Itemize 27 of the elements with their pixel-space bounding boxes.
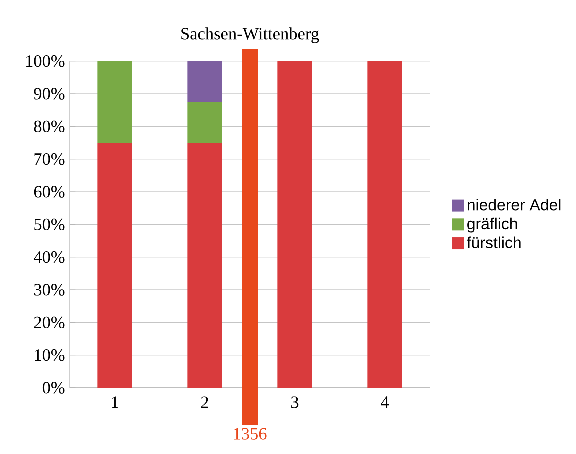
y-tick-label: 30%: [34, 284, 65, 296]
y-tick-label: 10%: [35, 349, 65, 362]
bar: [368, 61, 402, 388]
text: 1356: [234, 428, 267, 440]
y-tick-label: 90%: [34, 88, 65, 100]
y-tick-label: 70%: [34, 153, 65, 166]
y-tick-label: 50%: [34, 218, 65, 231]
y-tick-label: 100%: [26, 55, 65, 68]
legend-label: niederer Adel: [468, 199, 561, 211]
legend-label: fürstlich: [467, 236, 521, 248]
x-tick-label: 3: [292, 396, 299, 408]
bar: [278, 61, 312, 388]
bar: [98, 142, 132, 388]
x-tick-label: 2: [201, 396, 208, 408]
y-tick-label: 80%: [34, 120, 65, 133]
bar: [188, 102, 222, 143]
bar: [98, 61, 132, 143]
y-tick-label: 0%: [42, 382, 65, 394]
chart-title: Sachsen-Wittenberg: [182, 28, 320, 44]
legend-label: gräflich: [468, 218, 518, 233]
bar: [188, 142, 222, 388]
x-tick-label: 4: [381, 396, 390, 408]
y-tick-label: 20%: [34, 316, 65, 329]
bar: [188, 61, 222, 102]
y-tick-label: 60%: [34, 186, 65, 198]
y-tick-label: 40%: [34, 251, 65, 264]
x-tick-label: 1: [112, 396, 118, 408]
